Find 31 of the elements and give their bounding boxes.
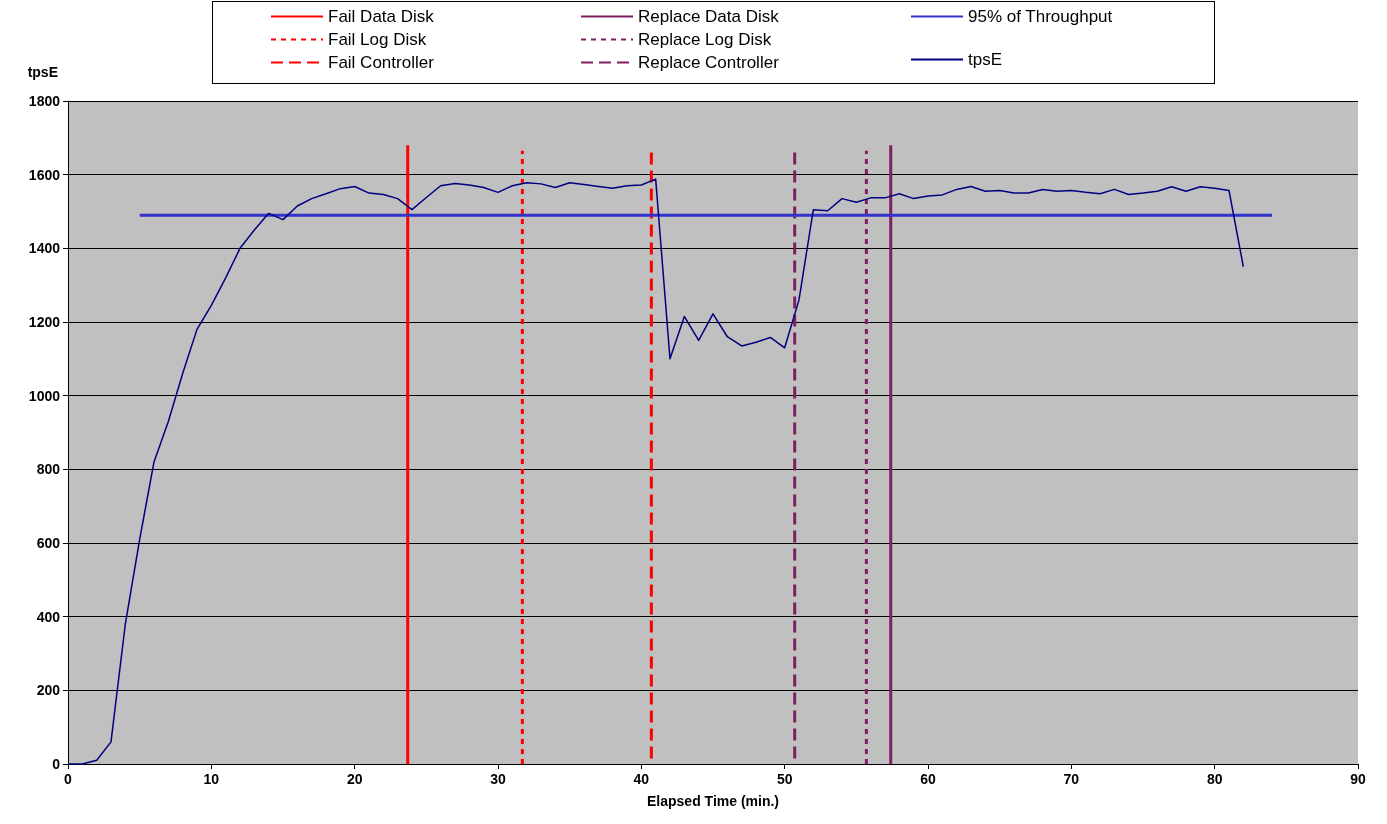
y-tick-label: 200 xyxy=(36,682,61,699)
x-tick-label: 60 xyxy=(920,771,936,787)
y-tick-label: 0 xyxy=(52,756,61,772)
legend-label: Fail Data Disk xyxy=(328,7,435,26)
x-tick-label: 90 xyxy=(1350,771,1366,787)
line-series xyxy=(67,178,1245,765)
legend-label: Replace Data Disk xyxy=(638,7,780,26)
y-tick-label: 1400 xyxy=(28,240,61,257)
y-tick-label: 400 xyxy=(36,608,61,625)
y-tick-label: 1200 xyxy=(28,314,61,330)
y-tick-label: 800 xyxy=(36,461,61,478)
x-axis-title: Elapsed Time (min.) xyxy=(647,793,779,809)
legend-label: Fail Log Disk xyxy=(328,30,427,49)
x-tick-label: 50 xyxy=(776,771,793,787)
x-tick-label: 30 xyxy=(490,771,506,787)
x-tick-label: 0 xyxy=(64,771,73,787)
x-tick-label: 20 xyxy=(346,771,363,787)
x-tick-label: 80 xyxy=(1206,771,1223,787)
legend-label: Fail Controller xyxy=(328,53,435,72)
x-tick-label: 10 xyxy=(203,771,220,787)
legend-label: Replace Controller xyxy=(638,53,780,72)
legend-label: Replace Log Disk xyxy=(638,30,772,49)
legend-label: tpsE xyxy=(968,50,1003,69)
y-tick-label: 1000 xyxy=(28,387,61,404)
legend-label: 95% of Throughput xyxy=(968,7,1113,26)
y-axis-title: tpsE xyxy=(27,64,58,80)
y-tick-label: 1800 xyxy=(28,93,61,109)
x-tick-label: 70 xyxy=(1063,771,1080,787)
y-tick-label: 1600 xyxy=(28,166,61,183)
x-tick-label: 40 xyxy=(633,771,650,787)
y-tick-label: 600 xyxy=(36,535,61,551)
